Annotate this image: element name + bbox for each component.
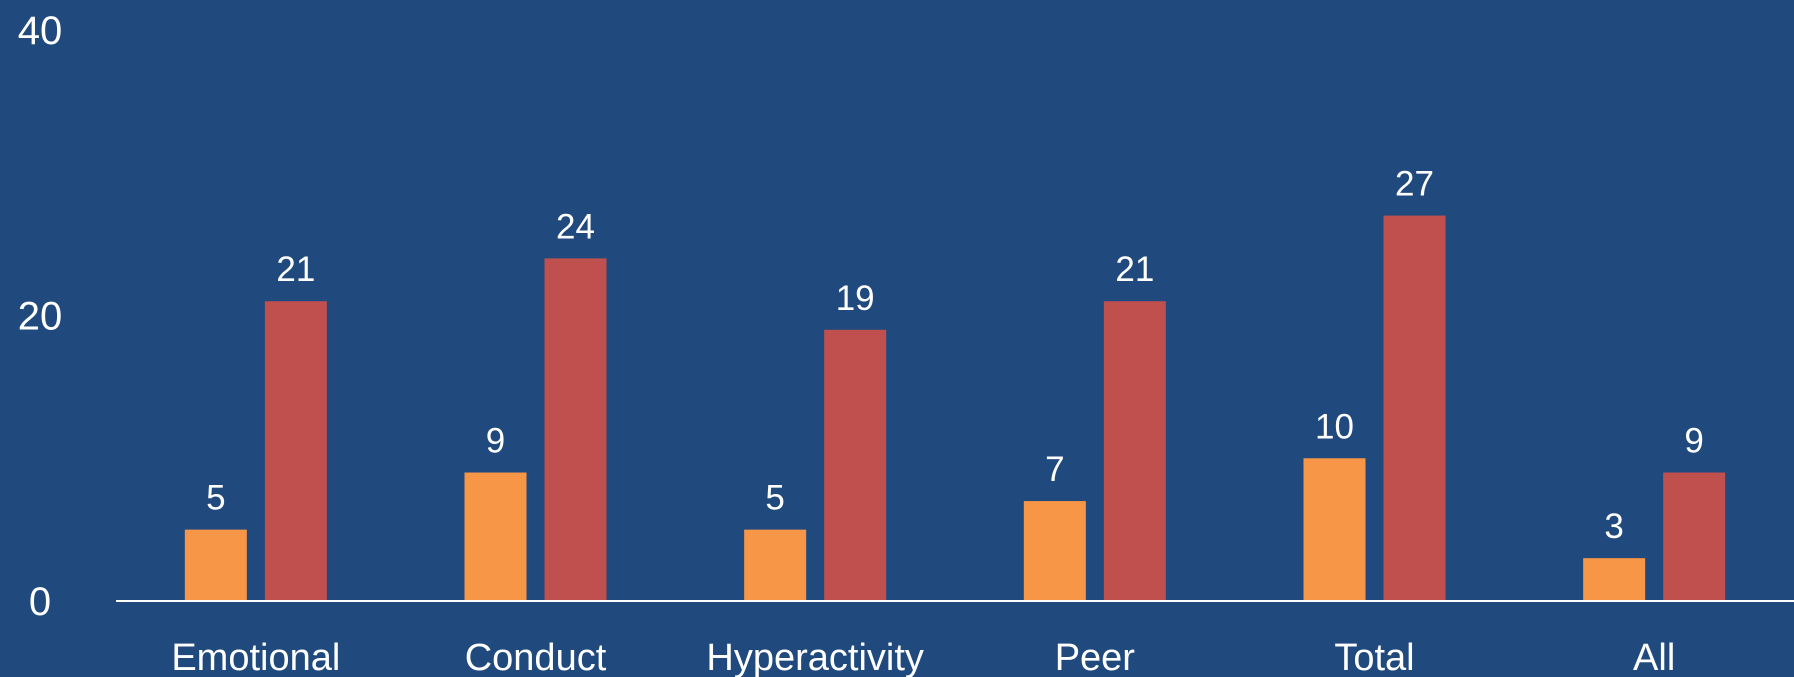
category-labels-group: Emotional Conduct Hyperactivity Peer Total Al…	[171, 637, 1675, 677]
bar	[824, 329, 887, 601]
data-label: 3	[1604, 507, 1623, 546]
y-tick-label: 20	[18, 295, 63, 339]
bar	[264, 301, 327, 601]
category-label: All	[1633, 637, 1675, 677]
data-label: 27	[1395, 165, 1434, 204]
data-label: 9	[486, 422, 505, 461]
bar	[1583, 558, 1646, 601]
y-tick-label: 0	[29, 580, 51, 624]
data-label: 24	[556, 207, 595, 246]
bar	[1663, 472, 1726, 601]
bar	[464, 472, 527, 601]
bar	[1103, 301, 1166, 601]
data-label: 9	[1684, 422, 1703, 461]
category-label: Hyperactivity	[706, 637, 924, 677]
data-label: 19	[836, 279, 875, 318]
y-axis-ticks: 0 20 40	[18, 9, 63, 624]
data-label: 21	[276, 250, 315, 289]
data-label: 21	[1115, 250, 1154, 289]
bar	[1383, 215, 1446, 601]
data-label: 5	[765, 479, 784, 518]
data-label: 5	[206, 479, 225, 518]
bar	[544, 258, 607, 601]
bar	[744, 529, 807, 601]
y-tick-label: 40	[18, 9, 63, 53]
data-label: 7	[1045, 450, 1064, 489]
category-label: Conduct	[465, 637, 607, 677]
category-label: Peer	[1055, 637, 1136, 677]
bars-group	[184, 215, 1726, 601]
data-labels-group: 5 21 9 24 5 19 7 21 10 27 3 9	[206, 165, 1704, 547]
data-label: 10	[1315, 407, 1354, 446]
bar	[1023, 501, 1086, 601]
category-label: Total	[1334, 637, 1414, 677]
bar	[1303, 458, 1366, 601]
bar	[184, 529, 247, 601]
category-label: Emotional	[171, 637, 340, 677]
